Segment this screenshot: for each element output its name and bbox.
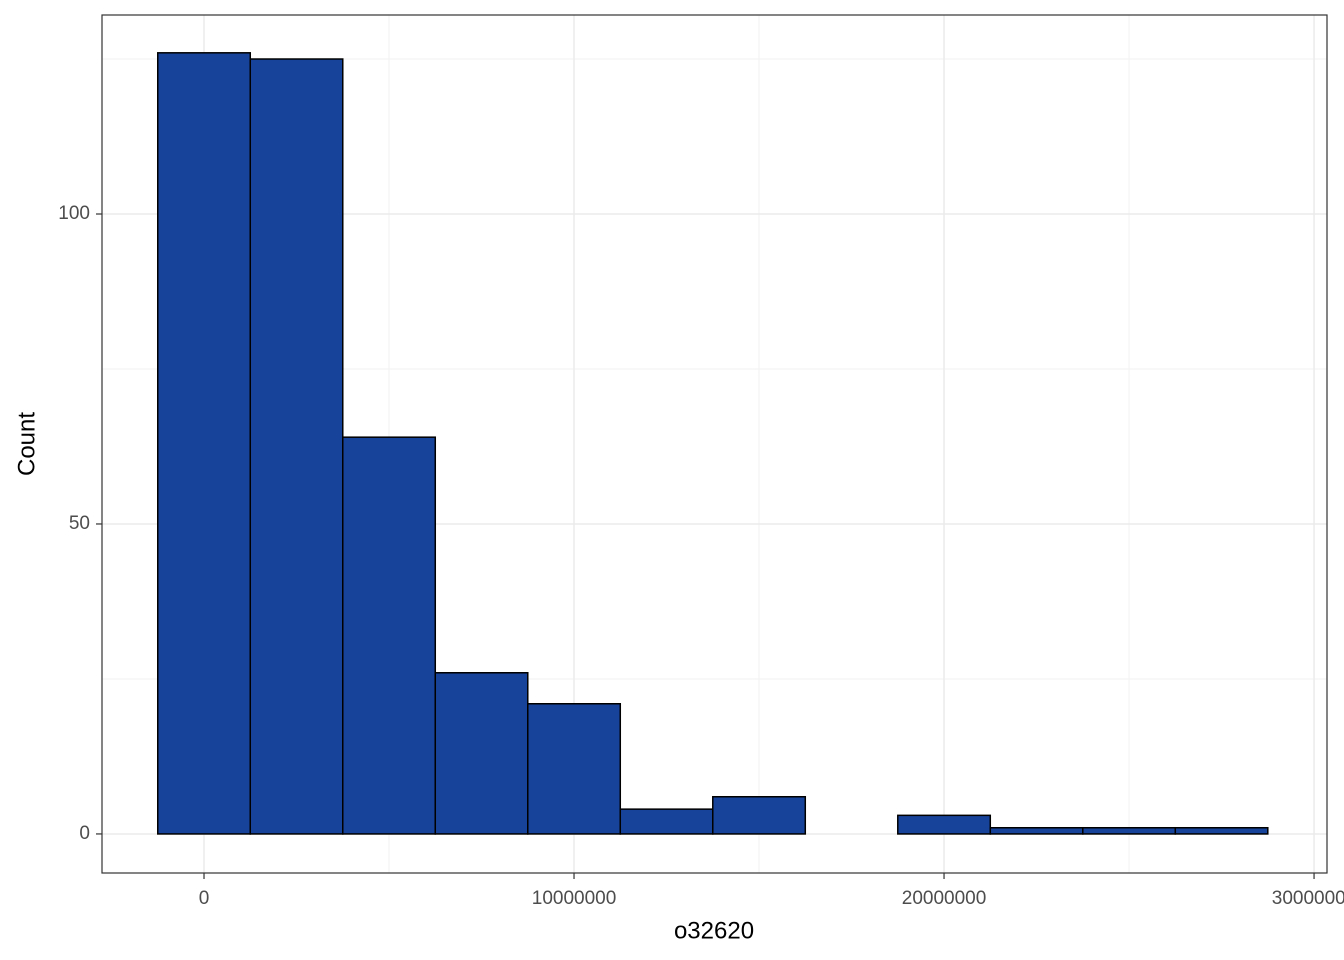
bar [249, 58, 344, 835]
x-axis-title: o32620 [674, 917, 754, 944]
bar [342, 436, 437, 835]
bar [157, 52, 252, 835]
x-tick-label: 20000000 [902, 888, 987, 909]
y-axis-title: Count [13, 412, 40, 476]
y-tick-label: 0 [79, 823, 90, 844]
y-tick-label: 50 [69, 513, 90, 534]
bar [527, 703, 622, 835]
bar [619, 808, 714, 835]
bar [434, 672, 529, 835]
bar [897, 814, 992, 835]
x-tick-label: 0 [199, 888, 210, 909]
x-tick-label: 30000000 [1272, 888, 1344, 909]
x-tick-label: 10000000 [532, 888, 617, 909]
bar [712, 795, 807, 835]
bar [989, 826, 1084, 835]
bar [1082, 826, 1177, 835]
bar [1174, 826, 1269, 835]
y-tick-label: 100 [58, 203, 90, 224]
panel-border [101, 14, 1328, 874]
